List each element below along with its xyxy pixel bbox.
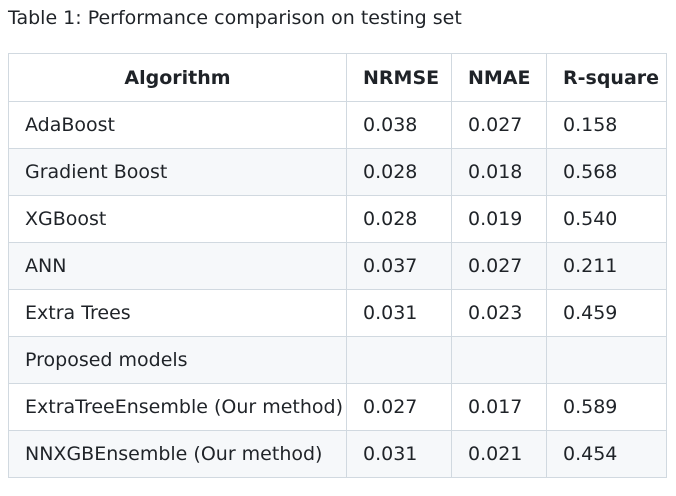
cell-r-square: 0.459 (546, 289, 667, 337)
table-row: ANN 0.037 0.027 0.211 (8, 242, 667, 290)
cell-r-square: 0.454 (546, 430, 667, 478)
cell-algorithm: Gradient Boost (8, 148, 347, 196)
cell-algorithm: AdaBoost (8, 101, 347, 149)
table-row: XGBoost 0.028 0.019 0.540 (8, 195, 667, 243)
cell-nmae: 0.018 (451, 148, 547, 196)
table-caption: Table 1: Performance comparison on testi… (8, 7, 462, 29)
cell-r-square: 0.589 (546, 383, 667, 431)
cell-algorithm: Extra Trees (8, 289, 347, 337)
cell-nrmse: 0.031 (346, 430, 452, 478)
cell-nmae: 0.019 (451, 195, 547, 243)
cell-nrmse (346, 336, 452, 384)
table-row: NNXGBEnsemble (Our method) 0.031 0.021 0… (8, 430, 667, 478)
cell-nmae (451, 336, 547, 384)
header-nmae: NMAE (451, 53, 547, 102)
cell-nrmse: 0.038 (346, 101, 452, 149)
cell-nrmse: 0.028 (346, 195, 452, 243)
performance-table: Algorithm NRMSE NMAE R-square AdaBoost 0… (8, 53, 667, 478)
cell-r-square: 0.158 (546, 101, 667, 149)
cell-algorithm: XGBoost (8, 195, 347, 243)
table-row-section-label: Proposed models (8, 336, 667, 384)
cell-nrmse: 0.031 (346, 289, 452, 337)
cell-nmae: 0.027 (451, 101, 547, 149)
cell-nmae: 0.023 (451, 289, 547, 337)
cell-nmae: 0.021 (451, 430, 547, 478)
cell-algorithm: NNXGBEnsemble (Our method) (8, 430, 347, 478)
header-r-square: R-square (546, 53, 667, 102)
cell-r-square: 0.540 (546, 195, 667, 243)
table-header-row: Algorithm NRMSE NMAE R-square (8, 53, 667, 102)
cell-r-square (546, 336, 667, 384)
cell-nmae: 0.017 (451, 383, 547, 431)
header-nrmse: NRMSE (346, 53, 452, 102)
cell-nrmse: 0.027 (346, 383, 452, 431)
cell-r-square: 0.211 (546, 242, 667, 290)
cell-nrmse: 0.028 (346, 148, 452, 196)
cell-algorithm: Proposed models (8, 336, 347, 384)
table-row: Gradient Boost 0.028 0.018 0.568 (8, 148, 667, 196)
cell-nmae: 0.027 (451, 242, 547, 290)
cell-nrmse: 0.037 (346, 242, 452, 290)
cell-algorithm: ANN (8, 242, 347, 290)
table-row: Extra Trees 0.031 0.023 0.459 (8, 289, 667, 337)
table-row: AdaBoost 0.038 0.027 0.158 (8, 101, 667, 149)
cell-algorithm: ExtraTreeEnsemble (Our method) (8, 383, 347, 431)
header-algorithm: Algorithm (8, 53, 347, 102)
cell-r-square: 0.568 (546, 148, 667, 196)
table-row: ExtraTreeEnsemble (Our method) 0.027 0.0… (8, 383, 667, 431)
